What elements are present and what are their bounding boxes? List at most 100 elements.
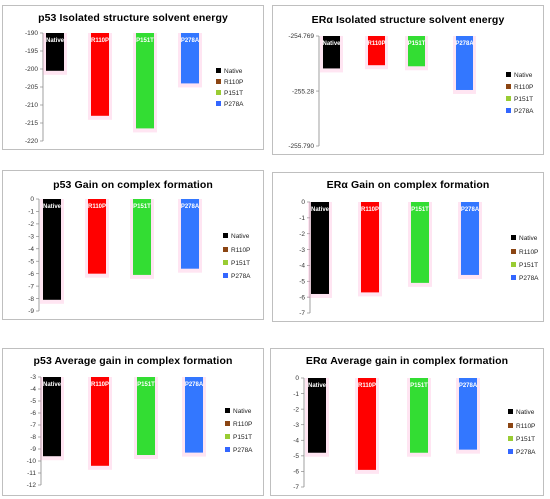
- y-tick-label: -3: [293, 422, 299, 429]
- bar-label: R110P: [91, 38, 109, 44]
- chart-panel-era-isolated: ERα Isolated structure solvent energy -2…: [272, 5, 544, 155]
- bar-p278a: [459, 378, 477, 450]
- y-tick-label: -8: [30, 434, 36, 441]
- legend-swatch-p151t: [508, 436, 513, 441]
- bar-label: P151T: [137, 382, 155, 388]
- bar-p151t: [137, 377, 155, 455]
- legend-label: P278A: [519, 275, 539, 282]
- legend-swatch-p278a: [225, 447, 230, 452]
- legend-swatch-r110p: [508, 423, 513, 428]
- bar-label: R110P: [358, 383, 376, 389]
- legend-label: P151T: [514, 96, 533, 103]
- bar-label: Native: [43, 204, 62, 210]
- bar-label: P278A: [185, 382, 204, 388]
- legend-swatch-p151t: [225, 434, 230, 439]
- bar-r110p: [88, 199, 106, 274]
- chart-panel-p53-gain: p53 Gain on complex formation 0 -1 -2 -3 -4 -…: [2, 170, 264, 320]
- y-tick-label: -5: [28, 258, 34, 265]
- legend-swatch-p151t: [511, 262, 516, 267]
- chart-title: ERα Average gain in complex formation: [305, 355, 509, 367]
- bar-label: P278A: [181, 204, 200, 210]
- y-tick-label: -6: [30, 410, 36, 417]
- chart-svg: 0 -1 -2 -3 -4 -5 -6 -7 Native R110P P151T P278A Nati…: [299, 199, 539, 317]
- legend-label: R110P: [516, 423, 535, 430]
- chart-svg: -254.769 -255.28 -255.790 Native R110P P151T P…: [288, 33, 534, 150]
- y-tick-label: -12: [27, 482, 37, 489]
- y-tick-label: -4: [293, 437, 299, 444]
- legend-swatch-native: [506, 72, 511, 77]
- legend-label: R110P: [519, 249, 538, 256]
- bar-native: [43, 199, 61, 300]
- y-tick-label: -200: [25, 66, 38, 73]
- legend-label: P278A: [514, 108, 534, 115]
- y-tick-label: -7: [30, 422, 36, 429]
- bar-p151t: [133, 199, 151, 275]
- legend-swatch-native: [223, 233, 228, 238]
- bar-native: [308, 378, 326, 453]
- y-tick-label: -11: [27, 470, 36, 477]
- legend-swatch-p151t: [216, 90, 221, 95]
- legend-swatch-p278a: [508, 449, 513, 454]
- legend-label: Native: [516, 409, 535, 416]
- bar-label: Native: [43, 382, 62, 388]
- legend-swatch-r110p: [223, 247, 228, 252]
- legend-label: R110P: [514, 84, 533, 91]
- legend-label: Native: [233, 408, 252, 415]
- chart-title: p53 Isolated structure solvent energy: [38, 12, 228, 24]
- y-tick-label: -205: [25, 84, 38, 91]
- bar-label: P151T: [410, 383, 428, 389]
- legend-swatch-p151t: [506, 96, 511, 101]
- bar-label: Native: [322, 41, 341, 47]
- bar-label: Native: [308, 383, 327, 389]
- legend-swatch-native: [225, 408, 230, 413]
- legend-label: P278A: [233, 447, 253, 454]
- y-tick-label: -3: [299, 247, 305, 254]
- bar-r110p: [361, 202, 379, 293]
- legend-label: Native: [231, 233, 250, 240]
- chart-panel-p53-average: p53 Average gain in complex formation -3…: [2, 348, 264, 496]
- y-tick-label: -254.769: [288, 33, 314, 40]
- y-tick-label: -2: [299, 231, 305, 238]
- y-tick-label: -3: [28, 234, 34, 241]
- legend-swatch-native: [511, 235, 516, 240]
- chart-title: p53 Average gain in complex formation: [33, 355, 233, 367]
- bar-p278a: [181, 199, 199, 269]
- bar-label: P278A: [455, 41, 474, 47]
- bar-p278a: [181, 33, 199, 84]
- y-tick-label: -1: [299, 215, 305, 222]
- y-tick-label: -255.28: [292, 88, 314, 95]
- bar-label: R110P: [88, 204, 106, 210]
- bar-native: [46, 33, 64, 71]
- legend-label: P151T: [231, 260, 250, 267]
- bar-p278a: [185, 377, 203, 453]
- y-tick-label: 0: [30, 196, 34, 203]
- bar-label: P278A: [459, 383, 478, 389]
- y-tick-label: -1: [293, 391, 299, 398]
- y-tick-label: 0: [301, 199, 305, 206]
- legend-label: P278A: [231, 273, 251, 280]
- bar-label: P151T: [136, 38, 154, 44]
- bar-label: P151T: [411, 207, 429, 213]
- bar-native: [311, 202, 329, 294]
- y-tick-label: -9: [30, 446, 36, 453]
- bar-label: P151T: [133, 204, 151, 210]
- bar-label: R110P: [367, 41, 385, 47]
- chart-svg: 0 -1 -2 -3 -4 -5 -6 -7 Native R110P P151T P278A Nati…: [293, 375, 536, 491]
- bar-p151t: [410, 378, 428, 453]
- y-tick-label: -2: [28, 221, 34, 228]
- legend-label: P151T: [516, 436, 535, 443]
- legend-swatch-p278a: [223, 273, 228, 278]
- bar-p151t: [136, 33, 154, 129]
- legend-label: P278A: [224, 101, 244, 108]
- legend-label: R110P: [231, 247, 250, 254]
- bar-p151t: [411, 202, 429, 283]
- legend-swatch-native: [508, 409, 513, 414]
- y-tick-label: -4: [299, 263, 305, 270]
- y-tick-label: -1: [28, 209, 34, 216]
- bar-p151t: [408, 36, 425, 67]
- legend-label: P151T: [224, 90, 243, 97]
- chart-title: ERα Gain on complex formation: [326, 179, 490, 191]
- bar-label: R110P: [361, 207, 379, 213]
- y-tick-label: -5: [299, 278, 305, 285]
- y-tick-label: -195: [25, 48, 38, 55]
